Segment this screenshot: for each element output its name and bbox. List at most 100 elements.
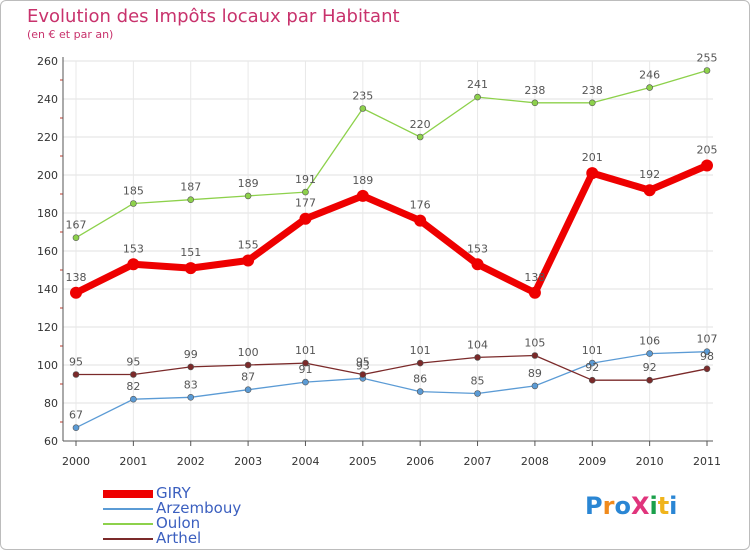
chart-title: Evolution des Impôts locaux par Habitant <box>27 6 400 27</box>
x-tick-label: 2005 <box>349 455 377 468</box>
x-tick-label: 2007 <box>464 455 492 468</box>
data-label-arthel: 99 <box>184 348 198 361</box>
data-point-oulon <box>72 234 80 241</box>
x-tick-label: 2010 <box>636 455 664 468</box>
data-label-giry: 138 <box>66 271 87 284</box>
data-label-giry: 176 <box>410 199 431 212</box>
x-tick-label: 2011 <box>693 455 721 468</box>
data-label-oulon: 238 <box>582 84 603 97</box>
data-label-arzembouy: 91 <box>298 363 312 376</box>
logo-letter: X <box>630 492 650 520</box>
data-label-arthel: 100 <box>238 346 259 359</box>
data-label-oulon: 235 <box>352 90 373 103</box>
axis-layer: 60 80 100 120 140 160 180 200 220 240 260 2000 2001 2… <box>37 55 721 468</box>
x-tick-label: 2008 <box>521 455 549 468</box>
data-label-arzembouy: 107 <box>697 333 718 346</box>
data-point-arzembouy <box>302 378 309 386</box>
y-tick-label: 260 <box>37 55 58 68</box>
data-label-giry: 192 <box>639 168 660 181</box>
data-label-arzembouy: 101 <box>582 344 603 357</box>
data-point-giry <box>242 254 255 267</box>
data-point-arthel <box>187 363 195 371</box>
data-point-arthel <box>588 376 596 384</box>
data-point-oulon <box>588 99 596 107</box>
data-label-oulon: 185 <box>123 185 144 198</box>
data-point-oulon <box>187 196 195 203</box>
data-point-oulon <box>474 93 481 101</box>
data-label-oulon: 246 <box>639 69 660 82</box>
data-label-arthel: 98 <box>700 350 714 363</box>
y-tick-label: 240 <box>37 93 58 106</box>
data-label-oulon: 189 <box>238 177 259 190</box>
data-point-arzembouy <box>703 348 711 356</box>
x-tick-label: 2009 <box>578 455 606 468</box>
data-point-giry <box>471 258 484 271</box>
data-point-oulon <box>703 67 711 74</box>
data-label-giry: 189 <box>352 174 373 187</box>
logo-letter: r <box>602 492 615 520</box>
data-point-oulon <box>416 133 424 141</box>
data-point-arzembouy <box>474 390 481 397</box>
data-label-oulon: 187 <box>180 181 201 194</box>
data-point-giry <box>643 184 656 197</box>
data-point-arzembouy <box>187 393 195 401</box>
data-label-arthel: 101 <box>410 344 431 357</box>
x-tick-label: 2004 <box>291 455 319 468</box>
data-point-giry <box>299 212 312 225</box>
data-label-arzembouy: 87 <box>241 371 255 384</box>
data-label-arthel: 95 <box>126 356 140 369</box>
y-tick-label: 180 <box>37 207 58 220</box>
data-point-giry <box>414 214 427 227</box>
chart-subtitle: (en € et par an) <box>27 28 114 41</box>
data-point-arthel <box>130 371 137 378</box>
y-tick-label: 160 <box>37 245 58 258</box>
data-label-arzembouy: 93 <box>356 359 370 372</box>
y-tick-label: 140 <box>37 283 58 296</box>
data-point-oulon <box>302 188 309 196</box>
data-label-arzembouy: 106 <box>639 335 660 348</box>
data-label-layer: 138 153 151 155 177 189 176 153 138 201 192 205 67 82… <box>66 52 718 422</box>
data-point-giry <box>701 159 713 172</box>
data-label-arzembouy: 83 <box>184 378 198 391</box>
y-tick-label: 60 <box>44 435 58 448</box>
data-label-arthel: 95 <box>69 356 83 369</box>
data-label-giry: 153 <box>123 242 144 255</box>
data-label-arthel: 105 <box>524 337 545 350</box>
logo-letter: t <box>657 492 670 520</box>
data-point-arthel <box>703 365 711 373</box>
legend-label-arthel: Arthel <box>156 529 202 547</box>
y-tick-label: 200 <box>37 169 58 182</box>
data-point-giry <box>70 286 82 299</box>
data-point-arthel <box>416 359 424 367</box>
proxiti-logo: ProXiti <box>585 492 677 520</box>
data-point-oulon <box>244 192 252 200</box>
data-point-arthel <box>244 361 252 369</box>
series-line-arzembouy <box>75 351 708 429</box>
data-point-arthel <box>72 371 80 378</box>
data-point-oulon <box>130 200 137 207</box>
data-label-arthel: 101 <box>295 344 316 357</box>
data-label-arthel: 104 <box>467 338 488 351</box>
data-point-giry <box>127 258 140 271</box>
data-point-giry <box>586 167 599 180</box>
data-label-oulon: 255 <box>697 52 718 65</box>
x-tick-label: 2001 <box>119 455 147 468</box>
series-line-arthel <box>75 354 708 381</box>
data-point-arthel <box>474 354 481 361</box>
legend-label-giry: GIRY <box>156 484 191 502</box>
data-label-arzembouy: 89 <box>528 367 542 380</box>
y-tick-label: 120 <box>37 321 58 334</box>
data-label-oulon: 238 <box>524 84 545 97</box>
data-label-oulon: 241 <box>467 78 488 91</box>
legend-label-oulon: Oulon <box>156 514 201 532</box>
data-point-arzembouy <box>531 382 539 390</box>
legend <box>103 490 153 540</box>
data-label-oulon: 220 <box>410 118 431 131</box>
series-line-oulon <box>75 69 708 239</box>
data-label-oulon: 191 <box>295 173 316 186</box>
data-point-arzembouy <box>244 386 252 394</box>
y-tick-label: 80 <box>44 397 58 410</box>
x-tick-label: 2002 <box>177 455 205 468</box>
x-tick-label: 2003 <box>234 455 262 468</box>
